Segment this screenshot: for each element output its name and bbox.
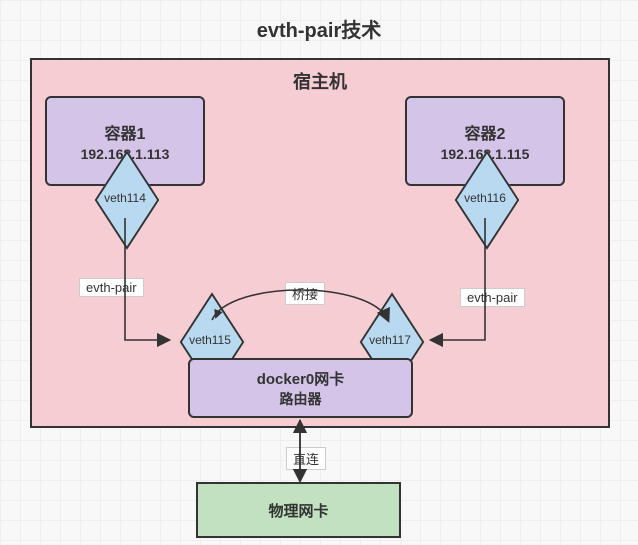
edge-label-direct: 直连 bbox=[286, 447, 326, 470]
edge-label-bridge: 桥接 bbox=[285, 282, 325, 305]
container-2-name: 容器2 bbox=[465, 120, 506, 144]
veth117-label: veth117 bbox=[369, 333, 411, 347]
edge-label-right: evth-pair bbox=[460, 288, 525, 307]
router-role: 路由器 bbox=[280, 389, 322, 409]
veth116-label: veth116 bbox=[464, 191, 506, 205]
diagram-title: evth-pair技术 bbox=[0, 14, 638, 43]
veth117-diamond: veth117 bbox=[350, 320, 430, 360]
veth114-diamond: veth114 bbox=[85, 178, 165, 218]
router-name: docker0网卡 bbox=[257, 368, 345, 389]
host-label: 宿主机 bbox=[32, 68, 608, 94]
veth116-diamond: veth116 bbox=[445, 178, 525, 218]
container-1-name: 容器1 bbox=[105, 120, 146, 144]
veth115-diamond: veth115 bbox=[170, 320, 250, 360]
router-box: docker0网卡 路由器 bbox=[188, 358, 413, 418]
veth115-label: veth115 bbox=[189, 333, 231, 347]
physical-nic-box: 物理网卡 bbox=[196, 482, 401, 538]
veth114-label: veth114 bbox=[104, 191, 146, 205]
physical-nic-label: 物理网卡 bbox=[268, 500, 328, 521]
edge-label-left: evth-pair bbox=[79, 278, 144, 297]
